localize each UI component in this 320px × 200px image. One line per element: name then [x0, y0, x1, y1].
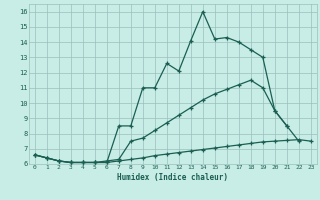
X-axis label: Humidex (Indice chaleur): Humidex (Indice chaleur) — [117, 173, 228, 182]
